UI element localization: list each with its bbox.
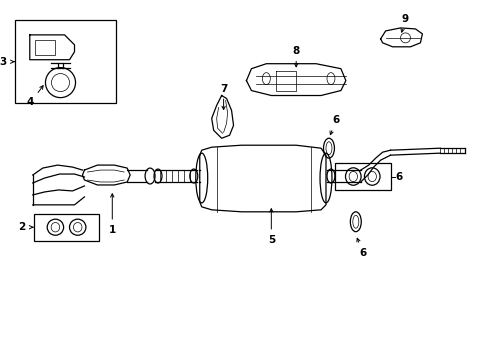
- Text: 4: 4: [27, 86, 43, 108]
- Bar: [334, 163, 390, 190]
- Text: 8: 8: [292, 46, 299, 67]
- Text: 6: 6: [395, 171, 402, 181]
- Text: 2: 2: [19, 222, 26, 232]
- Text: 3: 3: [0, 57, 7, 67]
- Text: 9: 9: [400, 14, 408, 32]
- Bar: [34, 214, 99, 240]
- Text: 5: 5: [267, 209, 274, 245]
- Text: 1: 1: [108, 194, 116, 235]
- Bar: [15, 20, 116, 103]
- Text: 6: 6: [356, 238, 366, 257]
- Text: 7: 7: [220, 84, 227, 109]
- Text: 6: 6: [329, 115, 339, 135]
- Bar: [35, 40, 55, 55]
